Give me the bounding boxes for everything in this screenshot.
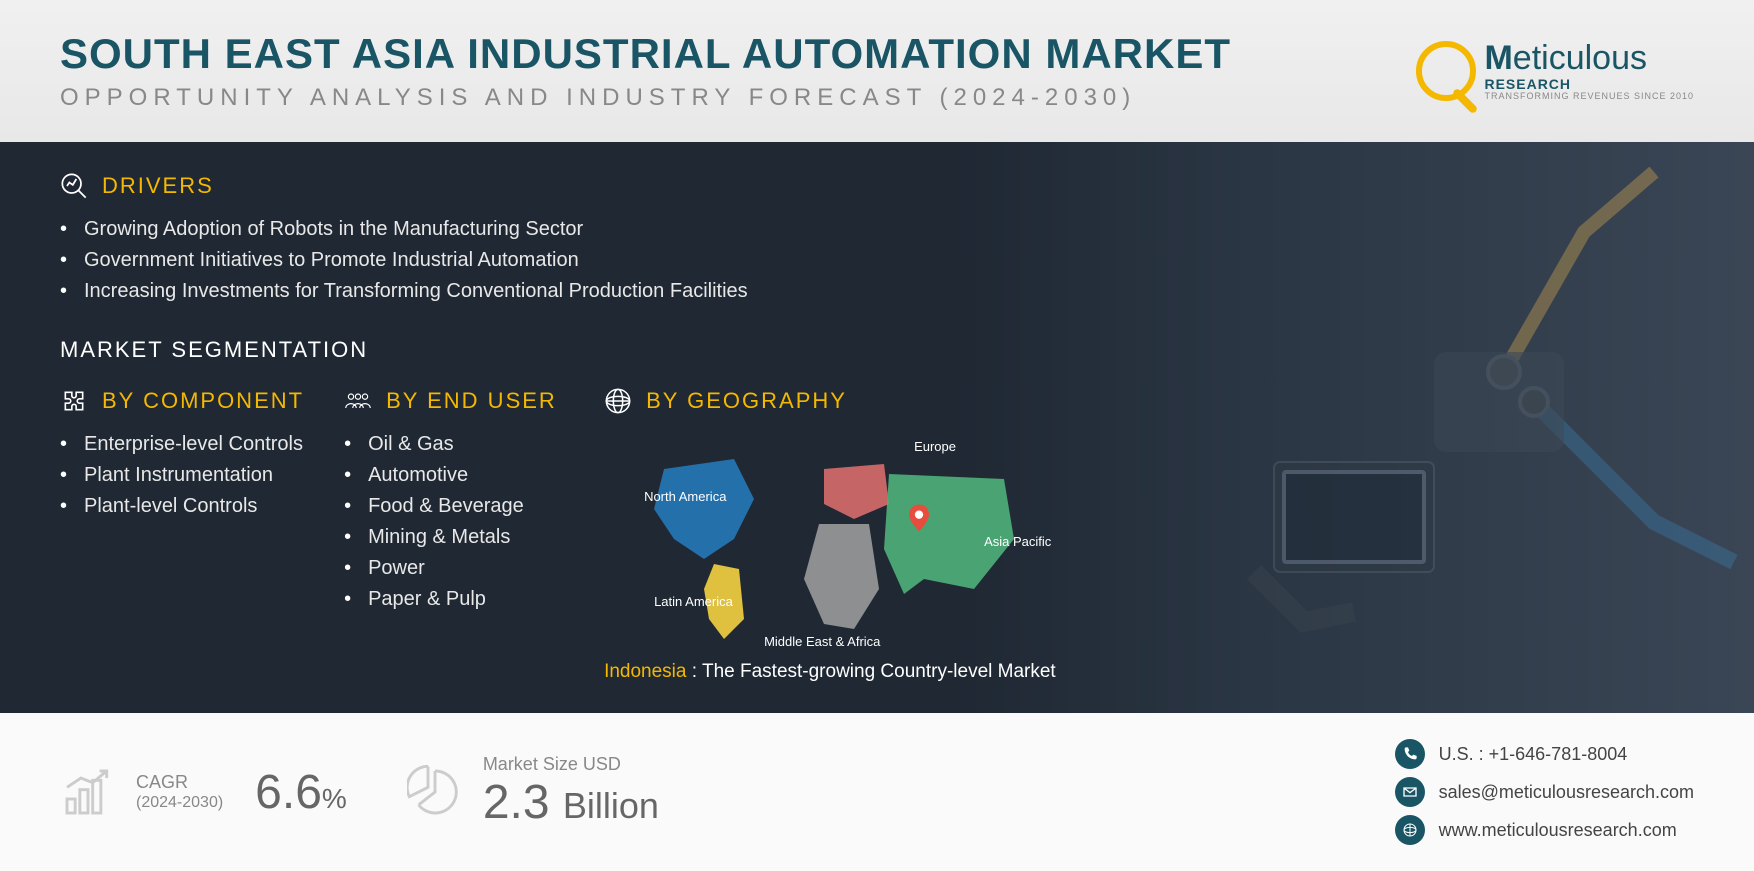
marketsize-label: Market Size USD (483, 754, 659, 776)
marketsize-text: Market Size USD 2.3 Billion (483, 754, 659, 831)
cagr-value: 6.6% (255, 765, 347, 820)
drivers-heading: DRIVERS (102, 173, 214, 199)
logo-line2: RESEARCH (1484, 77, 1694, 92)
infographic-container: SOUTH EAST ASIA INDUSTRIAL AUTOMATION MA… (0, 0, 1754, 822)
piechart-icon (407, 764, 463, 820)
map-region-label: Latin America (654, 594, 733, 609)
map-region-label: Middle East & Africa (764, 634, 880, 649)
globe-icon (604, 387, 632, 415)
map-region (804, 524, 879, 629)
map-region-label: Asia Pacific (984, 534, 1051, 549)
barchart-icon (60, 764, 116, 820)
map-svg (604, 429, 1044, 649)
logo-prefix: M (1484, 39, 1512, 77)
brand-logo: Meticulous RESEARCH TRANSFORMING REVENUE… (1416, 40, 1694, 103)
enduser-heading-row: BY END USER (344, 387, 564, 415)
segment-item: Power (344, 553, 564, 584)
map-region-label: North America (644, 489, 726, 504)
logo-text: Meticulous RESEARCH TRANSFORMING REVENUE… (1484, 40, 1694, 103)
robot-illustration (1154, 142, 1754, 713)
email-icon (1395, 777, 1425, 807)
users-icon (344, 387, 372, 415)
highlight-val: The Fastest-growing Country-level Market (702, 661, 1056, 682)
page-subtitle: OPPORTUNITY ANALYSIS AND INDUSTRY FORECA… (60, 84, 1416, 112)
segment-item: Plant Instrumentation (60, 460, 304, 491)
highlight-sep: : (686, 661, 702, 682)
main-panel: DRIVERS Growing Adoption of Robots in th… (0, 142, 1754, 713)
world-map: North AmericaLatin AmericaEuropeAsia Pac… (604, 429, 1044, 649)
map-region (824, 464, 889, 519)
segment-item: Enterprise-level Controls (60, 429, 304, 460)
title-block: SOUTH EAST ASIA INDUSTRIAL AUTOMATION MA… (60, 30, 1416, 112)
email-row: sales@meticulousresearch.com (1395, 777, 1694, 807)
segment-item: Food & Beverage (344, 491, 564, 522)
header: SOUTH EAST ASIA INDUSTRIAL AUTOMATION MA… (0, 0, 1754, 142)
segment-item: Mining & Metals (344, 522, 564, 553)
segment-item: Plant-level Controls (60, 491, 304, 522)
segment-item: Automotive (344, 460, 564, 491)
cagr-label: CAGR (136, 772, 223, 794)
footer: CAGR (2024-2030) 6.6% Market Size USD 2.… (0, 713, 1754, 871)
marketsize-value: 2.3 Billion (483, 775, 659, 830)
web-row: www.meticulousresearch.com (1395, 815, 1694, 845)
contacts-block: U.S. : +1-646-781-8004 sales@meticulousr… (1395, 739, 1694, 845)
phone-text: U.S. : +1-646-781-8004 (1439, 744, 1628, 765)
enduser-list: Oil & GasAutomotiveFood & BeverageMining… (344, 429, 564, 615)
logo-rest: eticulous (1513, 39, 1647, 77)
phone-row: U.S. : +1-646-781-8004 (1395, 739, 1694, 769)
segment-item: Oil & Gas (344, 429, 564, 460)
segment-item: Paper & Pulp (344, 584, 564, 615)
cagr-period: (2024-2030) (136, 794, 223, 812)
magnifier-icon (1416, 41, 1476, 101)
cagr-text: CAGR (2024-2030) (136, 772, 223, 812)
page-title: SOUTH EAST ASIA INDUSTRIAL AUTOMATION MA… (60, 30, 1416, 78)
enduser-heading: BY END USER (386, 388, 557, 414)
web-text: www.meticulousresearch.com (1439, 820, 1677, 841)
component-column: BY COMPONENT Enterprise-level ControlsPl… (60, 387, 304, 683)
phone-icon (1395, 739, 1425, 769)
geography-heading: BY GEOGRAPHY (646, 388, 847, 414)
cagr-block: CAGR (2024-2030) 6.6% (60, 764, 347, 820)
map-region (654, 459, 754, 559)
highlight-key: Indonesia (604, 661, 686, 682)
map-pin-icon (909, 504, 929, 532)
map-region-label: Europe (914, 439, 956, 454)
logo-tagline: TRANSFORMING REVENUES SINCE 2010 (1484, 92, 1694, 102)
analytics-icon (60, 172, 88, 200)
email-text: sales@meticulousresearch.com (1439, 782, 1694, 803)
web-icon (1395, 815, 1425, 845)
puzzle-icon (60, 387, 88, 415)
enduser-column: BY END USER Oil & GasAutomotiveFood & Be… (344, 387, 564, 683)
component-list: Enterprise-level ControlsPlant Instrumen… (60, 429, 304, 522)
component-heading: BY COMPONENT (102, 388, 304, 414)
marketsize-block: Market Size USD 2.3 Billion (407, 754, 659, 831)
component-heading-row: BY COMPONENT (60, 387, 304, 415)
